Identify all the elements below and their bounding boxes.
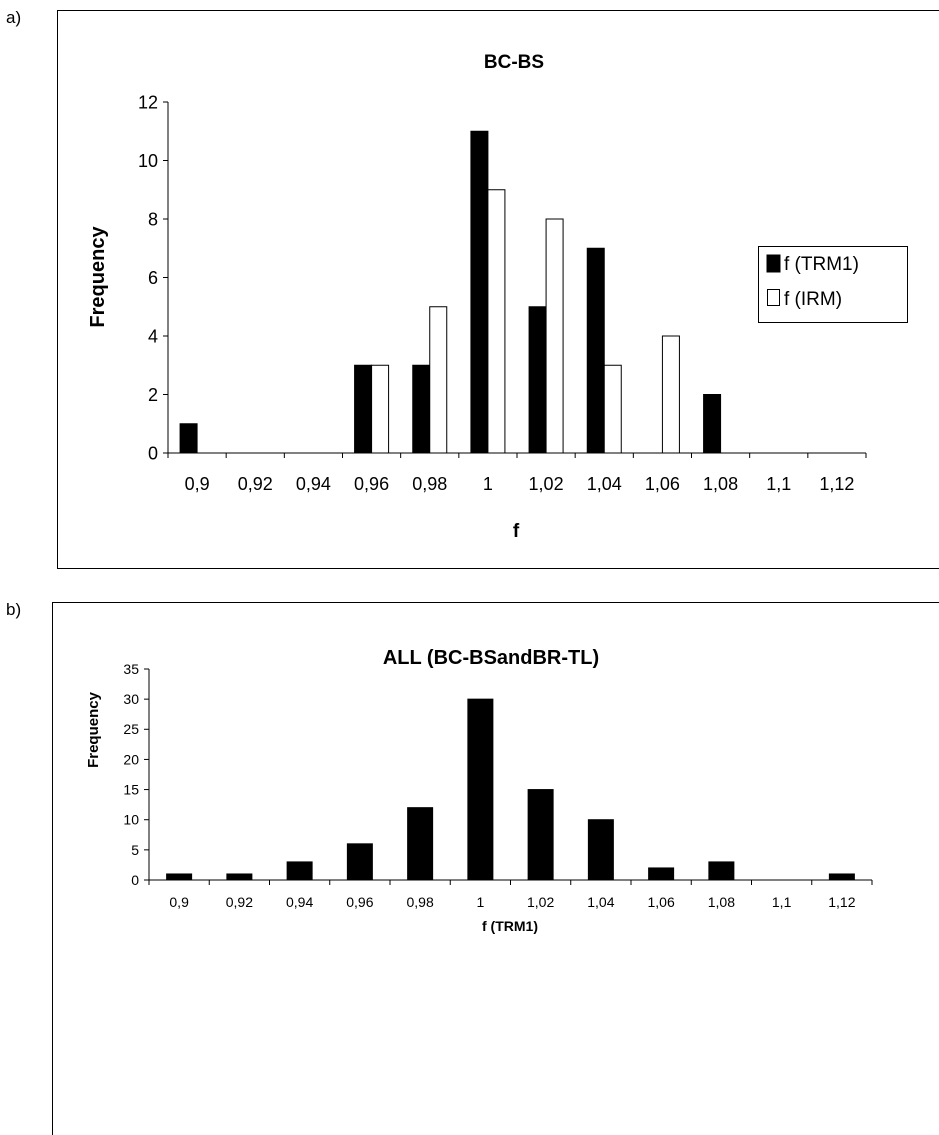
- chart-a-plot-area: 0 2 4 6 8 10 12 0,9 0,92 0,94 0,96 0,98 1 1,02 1,04 1,0…: [138, 92, 867, 494]
- chart-b-y-tick-label: 30: [123, 691, 139, 707]
- chart-b-bar-trm1: [828, 873, 855, 881]
- chart-b-bar-trm1: [467, 698, 494, 881]
- chart-b-plot-area: 0 5 10 15 20 25 30 35 0,9 0,92 0,94 0,96 0,98 1 1,02 1,…: [123, 661, 873, 910]
- chart-a-x-tick-label: 1,04: [587, 474, 622, 494]
- chart-a-bar-irm: [487, 189, 506, 454]
- panel-label-a: a): [6, 8, 22, 27]
- chart-a-bar-trm1: [470, 130, 489, 454]
- chart-b-y-tick-label: 15: [123, 781, 139, 797]
- chart-b-y-tick-label: 10: [123, 812, 139, 828]
- chart-a-y-tick-label: 8: [148, 209, 158, 229]
- chart-a-y-tick-label: 10: [138, 151, 158, 171]
- chart-a-y-tick-label: 6: [148, 268, 158, 288]
- chart-a-x-tick-label: 1,08: [703, 474, 738, 494]
- chart-a-frame: [57, 10, 939, 569]
- chart-a-bar-trm1: [703, 394, 722, 454]
- chart-a-x-tick-label: 1,06: [645, 474, 680, 494]
- chart-b-bar-trm1: [708, 861, 735, 881]
- chart-b-y-tick-label: 20: [123, 751, 139, 767]
- chart-a-legend-swatch-trm1: [766, 254, 781, 273]
- chart-a-x-tick-label: 0,92: [238, 474, 273, 494]
- chart-b-x-axis-label: f (TRM1): [482, 918, 538, 934]
- chart-a-legend-frame: [758, 246, 908, 323]
- chart-a-bar-trm1: [412, 364, 431, 454]
- chart-a-x-tick-label: 1: [483, 474, 493, 494]
- chart-b-x-tick-label: 0,9: [169, 894, 189, 910]
- chart-b-y-tick-label: 5: [131, 842, 139, 858]
- chart-a-x-axis-label: f: [513, 521, 520, 542]
- chart-b-x-tick-label: 1,1: [772, 894, 792, 910]
- chart-b-x-tick-label: 1,06: [648, 894, 675, 910]
- chart-b-y-tick-label: 0: [131, 872, 139, 888]
- chart-a-legend-label-irm: f (IRM): [784, 289, 842, 310]
- chart-a-bar-irm: [371, 364, 390, 454]
- chart-a-bar-trm1: [528, 306, 547, 454]
- chart-b-x-tick-label: 0,94: [286, 894, 313, 910]
- chart-a-y-tick-label: 12: [138, 92, 158, 112]
- chart-b-bar-trm1: [346, 843, 373, 881]
- chart-a-bar-trm1: [179, 423, 198, 454]
- chart-a-bar-irm: [545, 218, 564, 454]
- chart-a-title: BC-BS: [484, 52, 544, 73]
- chart-b-x-tick-label: 1,08: [708, 894, 735, 910]
- chart-b-x-tick-label: 1,12: [828, 894, 855, 910]
- chart-b-x-tick-label: 1: [476, 894, 484, 910]
- chart-b-y-tick-label: 25: [123, 721, 139, 737]
- chart-a-bar-irm: [661, 335, 680, 454]
- chart-b-x-tick-label: 0,98: [407, 894, 434, 910]
- chart-b-bar-trm1: [587, 819, 614, 881]
- chart-a-x-tick-label: 0,98: [412, 474, 447, 494]
- chart-a-legend-label-trm1: f (TRM1): [784, 254, 859, 275]
- panel-label-b: b): [6, 600, 22, 619]
- chart-a-bar-trm1: [586, 247, 605, 454]
- chart-b-x-tick-label: 0,92: [226, 894, 253, 910]
- chart-b-frame: [52, 602, 939, 1135]
- chart-b-y-tick-label: 35: [123, 661, 139, 677]
- chart-a-y-tick-label: 2: [148, 385, 158, 405]
- chart-b-bar-trm1: [407, 807, 434, 881]
- chart-b-x-tick-label: 0,96: [346, 894, 373, 910]
- chart-b-bar-trm1: [286, 861, 313, 881]
- chart-a-y-tick-label: 0: [148, 443, 158, 463]
- chart-b-x-tick-label: 1,02: [527, 894, 554, 910]
- chart-b-bar-trm1: [226, 873, 253, 881]
- chart-b-bar-trm1: [527, 789, 554, 881]
- chart-a-bar-trm1: [354, 364, 373, 454]
- chart-b-title: ALL (BC-BSandBR-TL): [383, 647, 599, 669]
- chart-a-x-tick-label: 1,1: [766, 474, 791, 494]
- chart-b-y-axis-label: Frequency: [85, 691, 102, 768]
- chart-a-x-tick-label: 0,9: [185, 474, 210, 494]
- chart-a-bar-irm: [429, 306, 448, 454]
- chart-a-x-tick-label: 0,94: [296, 474, 331, 494]
- chart-a-legend-swatch-irm: [767, 289, 780, 306]
- chart-b-bar-trm1: [648, 867, 675, 881]
- chart-b-bar-trm1: [166, 873, 193, 881]
- chart-b-x-tick-label: 1,04: [587, 894, 614, 910]
- chart-a-y-tick-label: 4: [148, 326, 158, 346]
- chart-a-x-tick-label: 1,12: [819, 474, 854, 494]
- chart-a-x-tick-label: 0,96: [354, 474, 389, 494]
- chart-a-x-tick-label: 1,02: [529, 474, 564, 494]
- chart-a-bar-irm: [603, 364, 622, 454]
- chart-a-y-axis-label: Frequency: [87, 226, 109, 328]
- chart-a-legend: f (TRM1) f (IRM): [758, 246, 908, 323]
